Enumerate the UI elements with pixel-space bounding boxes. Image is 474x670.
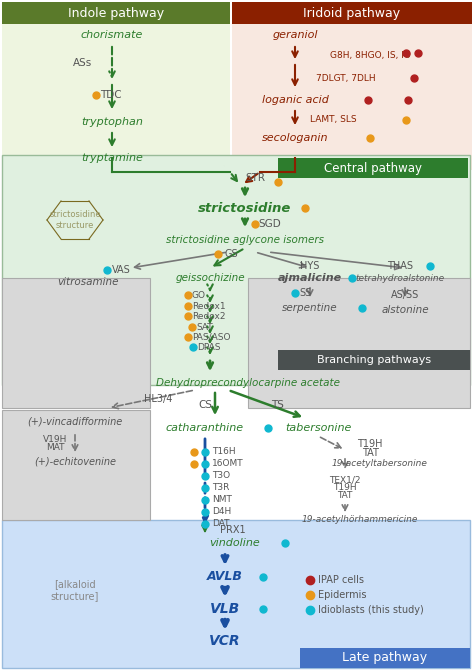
Bar [232, 2, 472, 24]
Text: G8H, 8HGO, IS, IO: G8H, 8HGO, IS, IO [330, 50, 411, 60]
Text: VLB: VLB [210, 602, 240, 616]
Text: STR: STR [245, 173, 265, 183]
Text: geissochizine: geissochizine [175, 273, 245, 283]
Text: AVLB: AVLB [207, 570, 243, 584]
Text: VCR: VCR [209, 634, 241, 648]
Text: 19-acetyltabersonine: 19-acetyltabersonine [332, 460, 428, 468]
Text: SS: SS [299, 288, 311, 298]
Text: PRX1: PRX1 [220, 525, 246, 535]
Text: serpentine: serpentine [282, 303, 338, 313]
Text: ajmalicine: ajmalicine [278, 273, 342, 283]
Text: THAS: THAS [387, 261, 413, 271]
Text: LAMT, SLS: LAMT, SLS [310, 115, 356, 123]
Text: TAT: TAT [362, 448, 378, 458]
Text: Indole pathway: Indole pathway [68, 7, 164, 19]
Text: vitrosamine: vitrosamine [57, 277, 119, 287]
Text: Idioblasts (this study): Idioblasts (this study) [318, 605, 424, 615]
Text: catharanthine: catharanthine [166, 423, 244, 433]
Text: TEX1/2: TEX1/2 [329, 476, 361, 484]
Text: (+)-vincadifformine: (+)-vincadifformine [27, 417, 123, 427]
Text: loganic acid: loganic acid [262, 95, 328, 105]
Text: T3R: T3R [212, 484, 229, 492]
Text: PAS/ASO: PAS/ASO [192, 332, 230, 342]
Bar [2, 2, 230, 170]
Text: Central pathway: Central pathway [324, 161, 422, 174]
Text: 19-acetylhörhammericine: 19-acetylhörhammericine [302, 515, 418, 525]
Text: TAT: TAT [337, 492, 353, 500]
Text: strictosidine aglycone isomers: strictosidine aglycone isomers [166, 235, 324, 245]
Bar [278, 350, 470, 370]
Text: DAT: DAT [212, 519, 229, 529]
Bar [2, 278, 150, 408]
Text: SAT: SAT [196, 322, 213, 332]
Text: [alkaloid
structure]: [alkaloid structure] [51, 579, 99, 601]
Text: T19H: T19H [333, 484, 357, 492]
Text: GO: GO [192, 291, 206, 299]
Text: Redox1: Redox1 [192, 302, 226, 310]
Text: 16OMT: 16OMT [212, 460, 244, 468]
Text: CS: CS [198, 400, 212, 410]
Text: Branching pathways: Branching pathways [317, 355, 431, 365]
Text: TS: TS [272, 400, 284, 410]
Text: IPAP cells: IPAP cells [318, 575, 364, 585]
Text: tabersonine: tabersonine [285, 423, 351, 433]
Text: strictosidine: strictosidine [198, 202, 292, 214]
Text: T19H: T19H [357, 439, 383, 449]
Text: strictosidine
structure: strictosidine structure [49, 210, 101, 230]
Text: AS/SS: AS/SS [391, 290, 419, 300]
Text: MAT: MAT [46, 444, 64, 452]
Bar [2, 155, 470, 385]
Bar [300, 648, 470, 668]
Text: vindoline: vindoline [210, 538, 260, 548]
Text: Iridoid pathway: Iridoid pathway [303, 7, 401, 19]
Text: HYS: HYS [301, 261, 319, 271]
Text: geraniol: geraniol [272, 30, 318, 40]
Text: secologanin: secologanin [262, 133, 328, 143]
Bar [2, 410, 150, 520]
Bar [2, 2, 230, 24]
Text: TDC: TDC [100, 90, 122, 100]
Text: T16H: T16H [212, 448, 236, 456]
Bar [232, 2, 472, 170]
Text: GS: GS [225, 249, 238, 259]
Bar [278, 158, 468, 178]
Text: Dehydroprecondylocarpine acetate: Dehydroprecondylocarpine acetate [156, 378, 340, 388]
Text: tetrahydroalstonine: tetrahydroalstonine [356, 273, 445, 283]
Text: Late pathway: Late pathway [342, 651, 428, 665]
Text: Epidermis: Epidermis [318, 590, 366, 600]
Text: chorismate: chorismate [81, 30, 143, 40]
Text: VAS: VAS [112, 265, 131, 275]
Text: T3O: T3O [212, 472, 230, 480]
Text: D4H: D4H [212, 507, 231, 517]
Bar [2, 520, 470, 668]
Text: DPAS: DPAS [197, 342, 220, 352]
Text: tryptophan: tryptophan [81, 117, 143, 127]
Text: Redox2: Redox2 [192, 312, 226, 320]
Text: ASs: ASs [73, 58, 92, 68]
Text: HL3/4: HL3/4 [144, 394, 172, 404]
Text: SGD: SGD [258, 219, 281, 229]
Text: V19H: V19H [43, 436, 67, 444]
Text: 7DLGT, 7DLH: 7DLGT, 7DLH [316, 74, 375, 82]
Text: NMT: NMT [212, 496, 232, 505]
Text: tryptamine: tryptamine [81, 153, 143, 163]
Bar [248, 278, 470, 408]
Text: alstonine: alstonine [381, 305, 429, 315]
Text: (+)-echitovenine: (+)-echitovenine [34, 457, 116, 467]
